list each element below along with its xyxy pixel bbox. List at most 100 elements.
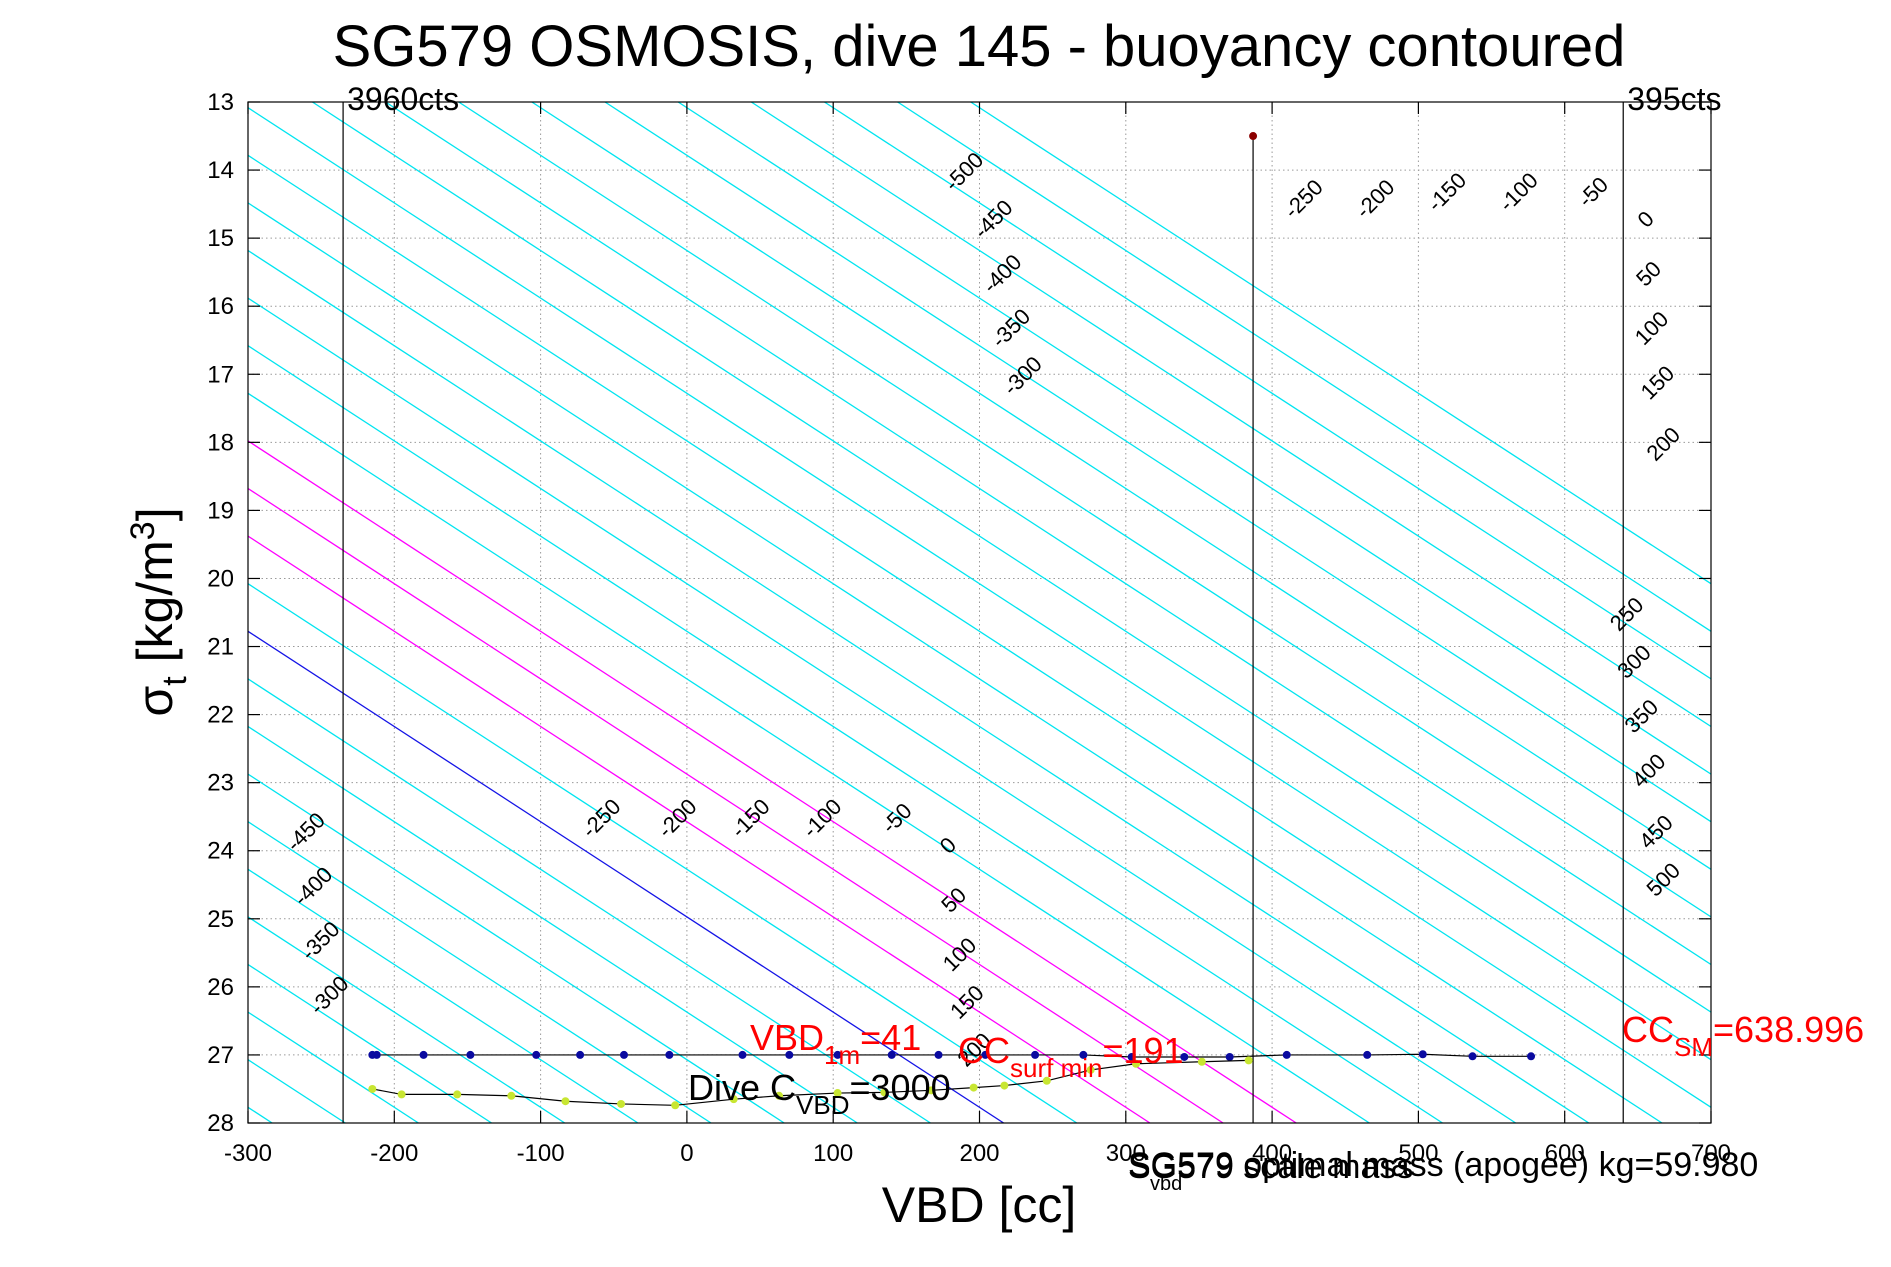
- annotation-label: CCsurf min=191: [958, 1030, 1184, 1083]
- contour-line-cyan: [248, 725, 858, 1123]
- y-tick-label: 20: [207, 565, 234, 592]
- axes-layer: -300 -200 -100 0 100 200 300 400 500 600 700131415…: [207, 89, 1731, 1167]
- x-tick-label: 400: [1252, 1140, 1292, 1167]
- data-point: [1527, 1052, 1536, 1061]
- data-point: [665, 1050, 674, 1059]
- contour-line-cyan: [248, 106, 1711, 1061]
- contour-label: 250: [1605, 592, 1649, 636]
- x-tick-label: -200: [370, 1140, 418, 1167]
- contour-label: -50: [1573, 172, 1613, 212]
- contour-label: -400: [289, 862, 338, 911]
- contour-label: 400: [1627, 749, 1671, 793]
- data-point: [785, 1050, 794, 1059]
- reference-line-label: 395cts: [1627, 81, 1721, 117]
- data-point: [1132, 1059, 1141, 1068]
- data-point: [419, 1050, 428, 1059]
- contour-label: -300: [998, 351, 1047, 400]
- series-line: [372, 1053, 1532, 1058]
- y-tick-label: 28: [207, 1110, 234, 1137]
- contour-label: -300: [305, 971, 354, 1020]
- contour-label: -100: [1494, 168, 1543, 217]
- data-point: [927, 1086, 936, 1095]
- contour-line-cyan: [248, 202, 1663, 1123]
- y-tick-label: 25: [207, 906, 234, 933]
- chart-title: SG579 OSMOSIS, dive 145 - buoyancy conto…: [333, 14, 1626, 79]
- x-tick-label: 700: [1691, 1140, 1731, 1167]
- contour-label: 50: [936, 882, 971, 917]
- contour-line-cyan: [824, 102, 1711, 680]
- x-tick-label: 500: [1398, 1140, 1438, 1167]
- contour-label: -250: [1279, 174, 1328, 223]
- y-tick-label: 18: [207, 429, 234, 456]
- data-point: [671, 1101, 680, 1110]
- x-tick-label: 300: [1106, 1140, 1146, 1167]
- contour-line-cyan: [248, 154, 1711, 1109]
- contour-line-cyan: [248, 582, 1078, 1123]
- y-tick-label: 14: [207, 157, 234, 184]
- data-point: [576, 1050, 585, 1059]
- contour-label: 0: [1633, 206, 1659, 232]
- contour-line-magenta: [248, 440, 1297, 1123]
- annotation-label: SG579 scale mass: [1128, 1148, 1413, 1186]
- data-point: [981, 1050, 990, 1059]
- contour-label: 300: [1612, 640, 1656, 684]
- x-axis-label: VBD [cc]: [882, 1177, 1076, 1233]
- contour-label: -200: [1351, 174, 1400, 223]
- y-tick-label: 13: [207, 89, 234, 116]
- data-point: [1282, 1050, 1291, 1059]
- contour-label: 100: [1630, 306, 1674, 350]
- data-point: [969, 1083, 978, 1092]
- data-point: [1180, 1052, 1189, 1061]
- y-tick-label: 21: [207, 634, 234, 661]
- x-tick-label: -300: [224, 1140, 272, 1167]
- y-tick-label: 23: [207, 770, 234, 797]
- y-tick-label: 27: [207, 1042, 234, 1069]
- contour-label: -150: [726, 794, 775, 843]
- y-tick-label: 16: [207, 293, 234, 320]
- contour-line-cyan: [248, 678, 931, 1123]
- y-tick-label: 17: [207, 361, 234, 388]
- data-point: [466, 1050, 475, 1059]
- data-point: [1086, 1065, 1095, 1074]
- y-tick-label: 19: [207, 497, 234, 524]
- data-point: [372, 1050, 381, 1059]
- contour-label: 100: [938, 933, 982, 977]
- data-point: [1031, 1050, 1040, 1059]
- reference-line-label: 3960cts: [347, 81, 459, 117]
- annotation-label: CCSM=638.996: [1622, 1009, 1864, 1062]
- data-point: [1225, 1052, 1234, 1061]
- data-point: [738, 1050, 747, 1059]
- contour-line-cyan: [458, 102, 1711, 918]
- contour-label: 150: [1636, 361, 1680, 405]
- data-point: [1000, 1081, 1009, 1090]
- data-point: [775, 1091, 784, 1100]
- contour-label: -150: [1422, 168, 1471, 217]
- y-tick-label: 26: [207, 974, 234, 1001]
- contour-line-cyan: [531, 102, 1711, 871]
- x-tick-label: 200: [959, 1140, 999, 1167]
- contour-line-cyan: [0, 102, 126, 1123]
- data-point: [453, 1090, 462, 1099]
- contour-line-cyan: [312, 102, 1711, 1013]
- svg-text:σt [kg/m3]: σt [kg/m3]: [124, 507, 194, 716]
- data-point: [833, 1050, 842, 1059]
- data-point: [1079, 1050, 1088, 1059]
- contour-layer: [0, 102, 1711, 1123]
- data-point: [397, 1090, 406, 1099]
- x-tick-label: -100: [517, 1140, 565, 1167]
- y-tick-label: 22: [207, 702, 234, 729]
- contour-label: -100: [798, 794, 847, 843]
- contour-label: -350: [986, 304, 1035, 353]
- data-point: [561, 1097, 570, 1106]
- reference-lines-layer: 3960cts 395cts: [342, 81, 1722, 1123]
- y-axis-label: σt [kg/m3]: [124, 507, 194, 716]
- data-point: [1244, 1056, 1253, 1065]
- data-point: [729, 1095, 738, 1104]
- data-point: [934, 1050, 943, 1059]
- contour-line-cyan: [248, 868, 639, 1123]
- data-point: [507, 1091, 516, 1100]
- contour-line-cyan: [248, 916, 566, 1123]
